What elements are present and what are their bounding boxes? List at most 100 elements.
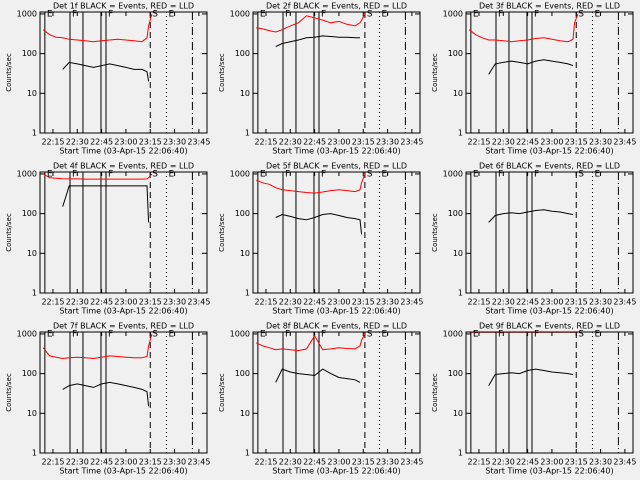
event-label: F <box>72 10 77 20</box>
event-label: E <box>473 10 479 20</box>
event-label: E <box>168 10 174 20</box>
y-tick-label: 1 <box>245 129 250 138</box>
x-tick-label: 22:45 <box>90 458 113 467</box>
plot-frame <box>39 11 208 134</box>
x-tick-label: 23:15 <box>352 458 375 467</box>
y-tick-label: 1000 <box>17 329 37 338</box>
plot-frame <box>465 171 634 294</box>
event-label: E <box>594 330 600 340</box>
plot-frame <box>39 331 208 454</box>
x-tick-label: 23:00 <box>327 298 350 307</box>
x-tick-label: 23:45 <box>400 298 423 307</box>
x-tick-label: 23:30 <box>589 138 612 147</box>
chart-title: Det 9f BLACK = Events, RED = LLD <box>479 322 620 331</box>
data-line <box>256 173 366 194</box>
y-tick-label: 100 <box>235 49 250 58</box>
event-label: F <box>72 170 77 180</box>
x-tick-label: 22:30 <box>279 138 302 147</box>
data-line <box>275 213 363 235</box>
x-tick-label: 23:15 <box>139 458 162 467</box>
chart-title: Det 7f BLACK = Events, RED = LLD <box>53 322 194 331</box>
y-axis-label: Counts/sec <box>5 53 13 92</box>
y-tick-label: 100 <box>22 209 37 218</box>
x-tick-label: 23:45 <box>187 138 210 147</box>
y-tick-label: 1 <box>32 289 37 298</box>
plot-frame <box>252 171 421 294</box>
y-tick-label: 10 <box>27 249 37 258</box>
x-tick-label: 23:00 <box>114 138 137 147</box>
y-tick-label: 1 <box>458 129 463 138</box>
x-tick-label: 22:45 <box>303 298 326 307</box>
chart-title: Det 4f BLACK = Events, RED = LLD <box>53 162 194 171</box>
event-label: F <box>534 330 539 340</box>
data-line <box>468 13 579 43</box>
x-tick-label: 23:00 <box>327 458 350 467</box>
y-tick-label: 1 <box>32 129 37 138</box>
y-tick-label: 10 <box>453 409 463 418</box>
x-tick-label: 22:15 <box>467 458 490 467</box>
data-line <box>488 209 574 223</box>
event-label: E <box>260 10 266 20</box>
x-tick-label: 23:30 <box>589 298 612 307</box>
y-tick-label: 10 <box>453 249 463 258</box>
x-tick-label: 22:30 <box>492 458 515 467</box>
x-tick-label: 23:00 <box>540 298 563 307</box>
x-tick-label: 23:45 <box>613 138 636 147</box>
x-tick-label: 22:30 <box>279 298 302 307</box>
x-axis-label: Start Time (03-Apr-15 22:06:40) <box>59 147 187 156</box>
y-tick-label: 10 <box>240 89 250 98</box>
x-axis-label: Start Time (03-Apr-15 22:06:40) <box>272 467 400 476</box>
data-line <box>488 59 574 75</box>
y-tick-label: 1000 <box>17 9 37 18</box>
event-label: E <box>381 330 387 340</box>
x-tick-label: 22:45 <box>516 298 539 307</box>
event-label: S <box>367 10 373 20</box>
y-axis-label: Counts/sec <box>218 373 226 412</box>
event-label: F <box>108 330 113 340</box>
x-tick-label: 22:45 <box>516 138 539 147</box>
x-tick-label: 22:15 <box>254 458 277 467</box>
x-tick-label: 23:30 <box>376 298 399 307</box>
data-line <box>42 173 153 180</box>
event-label: E <box>594 170 600 180</box>
event-label: F <box>498 10 503 20</box>
event-label: E <box>47 330 53 340</box>
plot-frame <box>39 171 208 294</box>
y-tick-label: 1000 <box>443 329 463 338</box>
x-tick-label: 23:45 <box>613 298 636 307</box>
x-tick-label: 22:45 <box>516 458 539 467</box>
data-line <box>62 185 150 223</box>
event-label: F <box>108 10 113 20</box>
event-label: E <box>47 170 53 180</box>
x-tick-label: 23:45 <box>187 458 210 467</box>
x-tick-label: 23:00 <box>114 458 137 467</box>
event-label: E <box>381 170 387 180</box>
x-axis-label: Start Time (03-Apr-15 22:06:40) <box>485 147 613 156</box>
x-axis-label: Start Time (03-Apr-15 22:06:40) <box>59 307 187 316</box>
event-label: E <box>381 10 387 20</box>
event-label: E <box>594 10 600 20</box>
plot-frame <box>465 11 634 134</box>
y-tick-label: 1 <box>458 289 463 298</box>
x-tick-label: 23:15 <box>565 298 588 307</box>
x-axis-label: Start Time (03-Apr-15 22:06:40) <box>272 307 400 316</box>
y-axis-label: Counts/sec <box>431 53 439 92</box>
x-tick-label: 22:15 <box>467 298 490 307</box>
x-tick-label: 23:30 <box>163 458 186 467</box>
plot-frame <box>465 331 634 454</box>
event-label: E <box>473 170 479 180</box>
plot-frame <box>252 331 421 454</box>
y-tick-label: 100 <box>448 369 463 378</box>
y-tick-label: 1000 <box>443 169 463 178</box>
x-tick-label: 22:45 <box>90 298 113 307</box>
chart-title: Det 3f BLACK = Events, RED = LLD <box>479 2 620 11</box>
y-tick-label: 1000 <box>443 9 463 18</box>
x-tick-label: 22:15 <box>41 138 64 147</box>
x-tick-label: 23:30 <box>163 138 186 147</box>
x-tick-label: 22:15 <box>467 138 490 147</box>
y-axis-label: Counts/sec <box>218 53 226 92</box>
y-tick-label: 10 <box>453 89 463 98</box>
event-label: S <box>152 10 158 20</box>
x-tick-label: 22:15 <box>254 138 277 147</box>
